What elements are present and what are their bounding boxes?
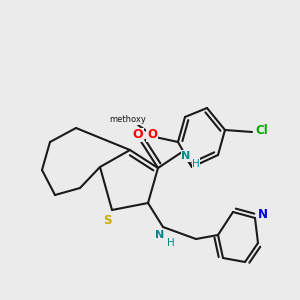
Text: O: O (133, 128, 143, 142)
Text: H: H (192, 159, 200, 169)
Text: N: N (182, 151, 190, 161)
Text: N: N (258, 208, 268, 221)
Text: methoxy: methoxy (110, 116, 146, 124)
Text: O: O (147, 128, 157, 142)
Text: H: H (167, 238, 175, 248)
Text: Cl: Cl (256, 124, 268, 137)
Text: S: S (103, 214, 111, 226)
Text: N: N (155, 230, 165, 240)
